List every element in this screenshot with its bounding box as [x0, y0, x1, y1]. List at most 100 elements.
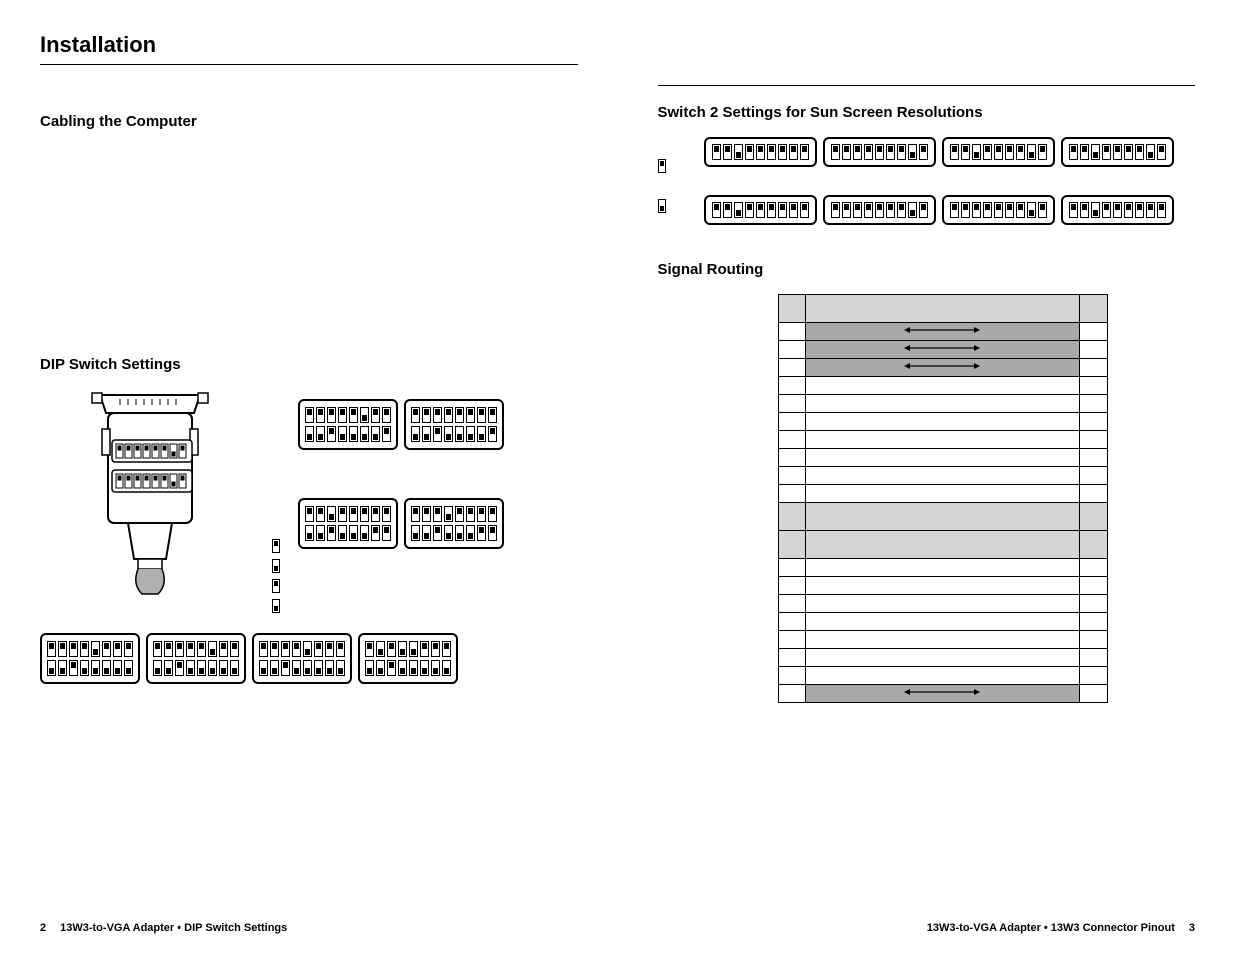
table-cell — [778, 377, 806, 395]
dip-switch-bank — [358, 633, 458, 684]
table-cell — [1079, 577, 1107, 595]
dip-switch — [756, 144, 765, 160]
table-cell — [1079, 377, 1107, 395]
dip-switch-bank — [404, 498, 504, 549]
dip-switch — [197, 660, 206, 676]
dip-switch — [102, 660, 111, 676]
dip-switch — [1069, 144, 1078, 160]
table-cell — [778, 649, 806, 667]
dip-switch — [778, 144, 787, 160]
dip-switch — [442, 660, 451, 676]
dip-switch — [1124, 144, 1133, 160]
dip-switch — [831, 202, 840, 218]
table-cell — [806, 613, 1080, 631]
dip-switch — [1146, 202, 1155, 218]
table-header — [1079, 295, 1107, 323]
dip-switch — [745, 144, 754, 160]
dip-switch — [230, 660, 239, 676]
table-cell — [778, 395, 806, 413]
dip-switch — [1080, 144, 1089, 160]
dip-switch — [371, 407, 380, 423]
dip-switch — [767, 202, 776, 218]
dip-switch — [336, 641, 345, 657]
dip-switch — [365, 660, 374, 676]
dip-switch — [314, 660, 323, 676]
dip-switch — [349, 407, 358, 423]
dip-switch — [153, 641, 162, 657]
dip-switch — [734, 202, 743, 218]
table-cell — [806, 667, 1080, 685]
dip-switch — [919, 144, 928, 160]
dip-switch — [431, 641, 440, 657]
dip-switch — [864, 144, 873, 160]
dip-switch — [908, 144, 917, 160]
dip-switch — [919, 202, 928, 218]
dip-switch-bank — [823, 137, 936, 167]
table-cell — [1079, 649, 1107, 667]
dip-switch — [305, 426, 314, 442]
dip-switch — [325, 660, 334, 676]
table-header — [778, 295, 806, 323]
dip-switch — [208, 660, 217, 676]
dip-switch — [950, 202, 959, 218]
dip-switch — [950, 144, 959, 160]
table-cell — [806, 449, 1080, 467]
dip-switch-bank — [1061, 137, 1174, 167]
dip-switch — [778, 202, 787, 218]
arrow-cell — [806, 685, 1080, 703]
dip-switch — [58, 641, 67, 657]
dip-switch — [316, 525, 325, 541]
dip-switch — [305, 525, 314, 541]
dip-switch — [164, 641, 173, 657]
dip-switch — [983, 144, 992, 160]
table-header — [806, 503, 1080, 531]
dip-switch — [422, 506, 431, 522]
dip-switch — [398, 641, 407, 657]
dip-switch — [477, 525, 486, 541]
dip-switch-bank — [252, 633, 352, 684]
dip-switch-bank — [942, 195, 1055, 225]
dip-switch — [466, 407, 475, 423]
dip-switch — [1069, 202, 1078, 218]
dip-switch — [292, 641, 301, 657]
dip-switch — [1157, 144, 1166, 160]
table-cell — [1079, 413, 1107, 431]
dip-switch — [433, 407, 442, 423]
dip-switch — [411, 525, 420, 541]
dip-switch — [1146, 144, 1155, 160]
dip-switch — [1005, 144, 1014, 160]
dip-switch — [371, 426, 380, 442]
dip-switch — [444, 407, 453, 423]
dip-switch — [433, 426, 442, 442]
table-cell — [806, 377, 1080, 395]
dip-switch — [197, 641, 206, 657]
dip-switch — [422, 407, 431, 423]
dip-switch — [327, 506, 336, 522]
dip-switch-bank — [1061, 195, 1174, 225]
dip-switch — [488, 506, 497, 522]
dip-switch-bank — [40, 633, 140, 684]
table-cell — [806, 631, 1080, 649]
dip-switch — [376, 641, 385, 657]
dip-switch — [208, 641, 217, 657]
table-cell — [778, 431, 806, 449]
dip-switch — [477, 506, 486, 522]
right-footer: 13W3-to-VGA Adapter • 13W3 Connector Pin… — [658, 922, 1196, 934]
dip-switch — [420, 641, 429, 657]
dip-switch — [411, 426, 420, 442]
dip-switch — [349, 426, 358, 442]
arrow-cell — [806, 359, 1080, 377]
dip-switch — [972, 202, 981, 218]
dip-switch — [338, 506, 347, 522]
arrow-cell — [806, 341, 1080, 359]
dip-switch — [983, 202, 992, 218]
dip-switch — [488, 407, 497, 423]
dip-switch — [1091, 144, 1100, 160]
table-cell — [778, 467, 806, 485]
table-cell — [778, 485, 806, 503]
dip-switch — [387, 641, 396, 657]
dip-switch — [305, 407, 314, 423]
table-cell — [778, 449, 806, 467]
table-cell — [1079, 559, 1107, 577]
dip-switch — [455, 525, 464, 541]
